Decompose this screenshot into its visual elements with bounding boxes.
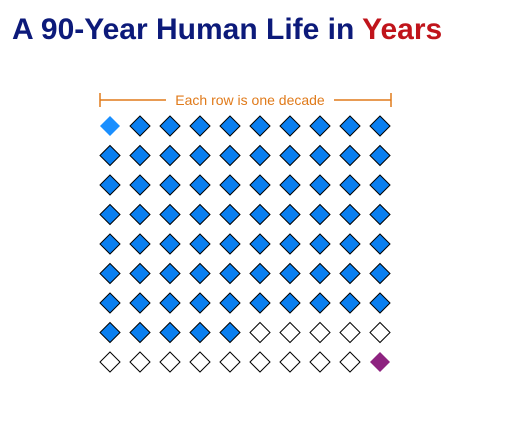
year-diamond-lived — [369, 174, 391, 196]
year-diamond-lived — [99, 292, 121, 314]
year-diamond-remaining — [99, 351, 121, 373]
year-diamond-lived — [189, 115, 211, 137]
year-diamond-lived — [249, 292, 271, 314]
year-diamond-lived — [99, 174, 121, 196]
year-diamond-lived — [309, 292, 331, 314]
year-diamond-lived — [99, 321, 121, 344]
year-diamond-lived — [309, 144, 331, 167]
year-diamond-lived — [159, 115, 181, 137]
year-diamond-remaining — [339, 351, 361, 373]
year-diamond-lived — [99, 144, 121, 167]
year-diamond-remaining — [369, 321, 391, 344]
year-diamond-lived — [129, 233, 151, 255]
year-diamond-lived — [369, 233, 391, 255]
year-diamond-lived — [129, 174, 151, 196]
year-diamond-remaining — [339, 321, 361, 344]
year-diamond-lived — [249, 174, 271, 196]
year-diamond-lived — [279, 233, 301, 255]
year-diamond-lived — [219, 292, 241, 314]
year-diamond-lived — [339, 262, 361, 285]
year-diamond-lived — [249, 262, 271, 285]
year-diamond-lived — [279, 144, 301, 167]
decade-annotation: Each row is one decade — [99, 92, 392, 108]
year-diamond-lived — [339, 292, 361, 314]
year-diamond-lived — [99, 233, 121, 255]
year-diamond-lived — [189, 203, 211, 226]
year-diamond-lived — [159, 233, 181, 255]
year-diamond-lived — [369, 115, 391, 137]
year-diamond-lived — [279, 115, 301, 137]
year-diamond-remaining — [189, 351, 211, 373]
year-diamond-lived — [249, 115, 271, 137]
year-diamond-lived — [309, 203, 331, 226]
year-diamond-lived — [339, 144, 361, 167]
year-diamond-lived — [279, 262, 301, 285]
year-diamond-lived — [159, 262, 181, 285]
year-diamond-remaining — [279, 321, 301, 344]
year-diamond-lived — [219, 115, 241, 137]
year-diamond-lived — [309, 233, 331, 255]
year-diamond-remaining — [309, 321, 331, 344]
year-diamond-lived — [129, 262, 151, 285]
year-diamond-lived — [159, 321, 181, 344]
year-diamond-remaining — [159, 351, 181, 373]
year-diamond-lived — [129, 292, 151, 314]
year-diamond-lived — [129, 321, 151, 344]
year-diamond-lived — [369, 203, 391, 226]
year-diamond-lived — [219, 174, 241, 196]
year-diamond-lived — [129, 115, 151, 137]
year-diamond-lived — [309, 262, 331, 285]
year-diamond-remaining — [279, 351, 301, 373]
year-diamond-lived — [189, 321, 211, 344]
title-main: A 90-Year Human Life in — [12, 13, 363, 46]
year-diamond-remaining — [249, 321, 271, 344]
year-diamond-highlight — [100, 116, 120, 136]
year-diamond-lived — [369, 292, 391, 314]
year-diamond-final — [370, 352, 390, 372]
title-accent: Years — [362, 13, 443, 46]
year-diamond-lived — [99, 203, 121, 226]
year-diamond-lived — [129, 144, 151, 167]
page-title: A 90-Year Human Life in Years — [12, 12, 442, 48]
year-diamond-lived — [159, 144, 181, 167]
year-diamond-lived — [249, 203, 271, 226]
year-diamond-lived — [279, 292, 301, 314]
year-diamond-lived — [309, 174, 331, 196]
year-diamond-lived — [159, 292, 181, 314]
year-diamond-lived — [249, 144, 271, 167]
year-diamond-lived — [309, 115, 331, 137]
year-diamond-lived — [99, 262, 121, 285]
year-diamond-remaining — [309, 351, 331, 373]
year-diamond-lived — [159, 203, 181, 226]
year-diamond-lived — [129, 203, 151, 226]
year-diamond-lived — [189, 262, 211, 285]
year-diamond-lived — [339, 203, 361, 226]
year-diamond-lived — [369, 262, 391, 285]
year-diamond-lived — [219, 262, 241, 285]
year-diamond-lived — [339, 174, 361, 196]
year-diamond-lived — [189, 174, 211, 196]
year-diamond-lived — [189, 233, 211, 255]
year-diamond-lived — [339, 115, 361, 137]
year-diamond-lived — [219, 233, 241, 255]
year-diamond-remaining — [129, 351, 151, 373]
year-diamond-lived — [219, 321, 241, 344]
year-diamond-lived — [189, 144, 211, 167]
year-diamond-lived — [159, 174, 181, 196]
year-diamond-lived — [369, 144, 391, 167]
year-diamond-lived — [249, 233, 271, 255]
year-grid — [99, 115, 391, 373]
annotation-label: Each row is one decade — [175, 92, 325, 108]
year-diamond-lived — [219, 203, 241, 226]
year-diamond-lived — [219, 144, 241, 167]
year-diamond-remaining — [219, 351, 241, 373]
year-diamond-lived — [339, 233, 361, 255]
year-diamond-remaining — [249, 351, 271, 373]
year-diamond-lived — [279, 203, 301, 226]
year-diamond-lived — [189, 292, 211, 314]
year-diamond-lived — [279, 174, 301, 196]
